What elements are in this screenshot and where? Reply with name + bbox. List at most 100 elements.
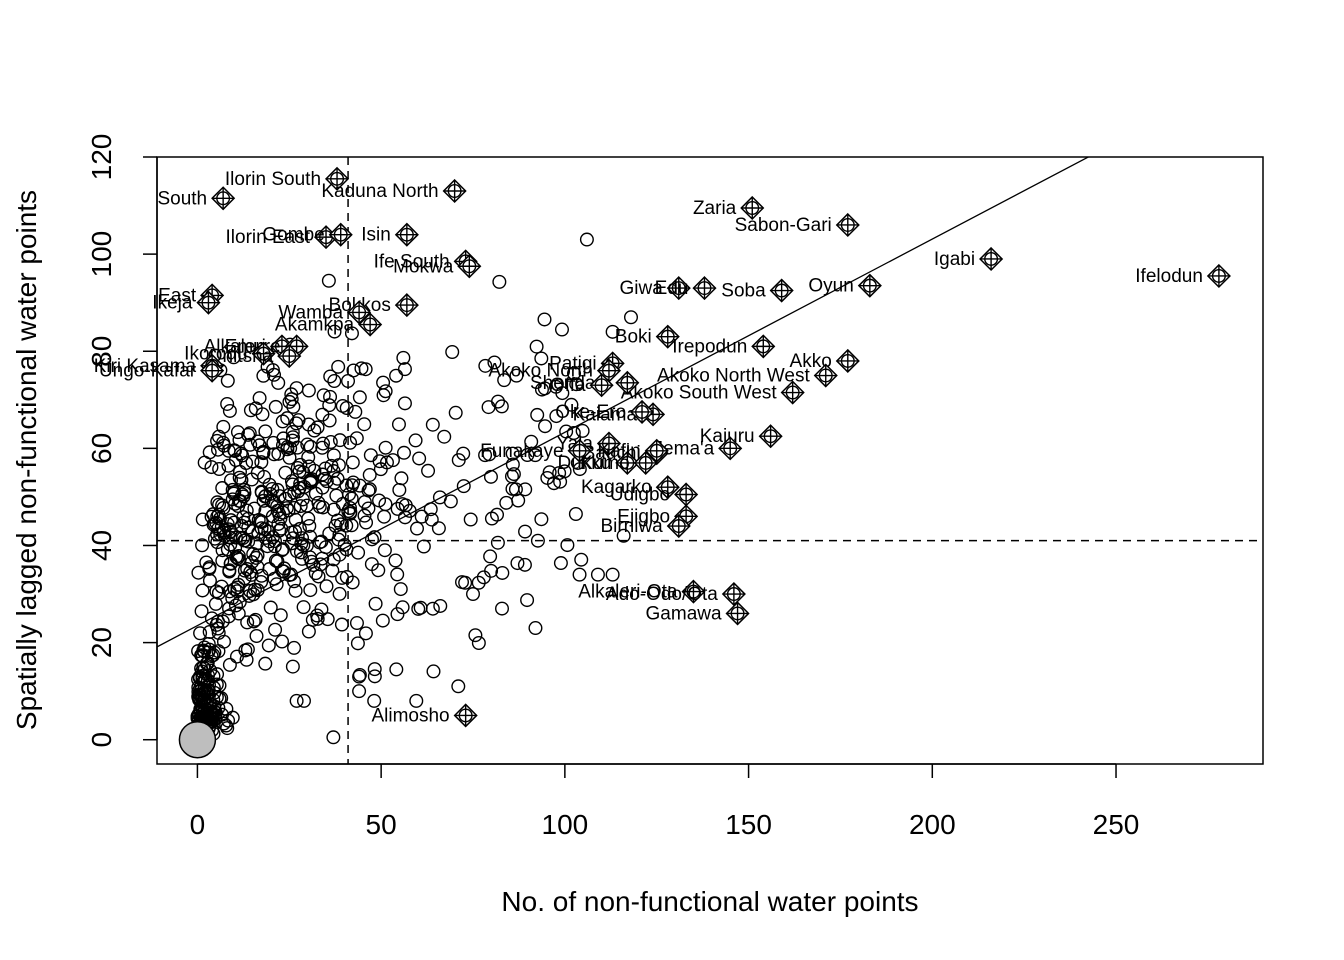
- point-label: Ilorin South: [225, 169, 321, 190]
- data-point: [451, 679, 466, 694]
- data-point: [372, 493, 387, 508]
- influential-point: [251, 341, 276, 366]
- data-point: [421, 463, 436, 478]
- point-label: Dukku: [557, 453, 611, 474]
- data-point: [195, 583, 210, 598]
- data-point: [437, 429, 452, 444]
- data-point: [220, 396, 235, 411]
- data-point: [483, 549, 498, 564]
- data-point: [302, 518, 317, 533]
- data-point: [574, 552, 589, 567]
- data-point: [268, 399, 283, 414]
- y-tick-label: 40: [86, 530, 117, 561]
- data-point: [250, 559, 265, 574]
- data-point: [605, 567, 620, 582]
- data-point: [277, 561, 292, 576]
- data-point: [362, 482, 377, 497]
- data-point: [397, 396, 412, 411]
- influential-point: [567, 438, 592, 463]
- data-point: [537, 312, 552, 327]
- data-point: [288, 512, 303, 527]
- data-point: [275, 634, 290, 649]
- influential-point: [629, 399, 655, 425]
- data-point: [471, 635, 486, 650]
- data-point: [280, 411, 295, 426]
- data-point: [560, 538, 575, 553]
- influential-point: [758, 424, 783, 449]
- data-point: [231, 577, 246, 592]
- point-label: Udigbo: [610, 484, 670, 505]
- influential-point: [857, 273, 882, 298]
- y-tick-label: 80: [86, 336, 117, 367]
- data-point: [216, 716, 231, 731]
- data-point: [471, 575, 486, 590]
- data-point: [492, 274, 507, 289]
- points-layer: [178, 232, 639, 759]
- data-point: [448, 405, 463, 420]
- data-point: [195, 538, 210, 553]
- data-point: [451, 453, 466, 468]
- point-label: Giwa: [619, 278, 663, 299]
- data-point: [357, 508, 372, 523]
- zero-marker: [178, 720, 217, 759]
- data-point: [361, 483, 376, 498]
- data-point: [314, 602, 329, 617]
- data-point: [468, 628, 483, 643]
- influential-point: [633, 450, 658, 475]
- data-point: [193, 688, 208, 703]
- data-point: [537, 381, 552, 396]
- data-point: [553, 556, 568, 571]
- influential-point: [655, 475, 680, 500]
- influential-point: [681, 579, 706, 604]
- data-point: [266, 495, 281, 510]
- data-point: [315, 440, 330, 455]
- data-point: [346, 363, 361, 378]
- influential-point: [835, 348, 860, 374]
- data-point: [285, 430, 300, 445]
- data-point: [549, 409, 564, 424]
- data-point: [211, 442, 226, 457]
- influential-point: [718, 436, 743, 461]
- data-point: [301, 450, 316, 465]
- influential-point: [394, 222, 419, 247]
- data-point: [315, 500, 330, 515]
- data-point: [499, 495, 514, 510]
- influential-point: [835, 212, 860, 238]
- data-point: [343, 435, 358, 450]
- data-point: [352, 669, 367, 684]
- data-point: [572, 567, 587, 582]
- data-point: [554, 322, 569, 337]
- data-point: [364, 557, 379, 572]
- data-point: [331, 359, 346, 374]
- data-point: [254, 568, 269, 583]
- data-point: [210, 621, 225, 636]
- data-point: [232, 464, 247, 479]
- data-point: [564, 397, 579, 412]
- data-point: [368, 596, 383, 611]
- data-point: [510, 556, 525, 571]
- data-point: [484, 563, 499, 578]
- data-point: [350, 636, 365, 651]
- data-point: [274, 543, 289, 558]
- data-point: [416, 539, 431, 554]
- point-label: Sabon-Gari: [735, 215, 832, 236]
- data-point: [334, 617, 349, 632]
- data-point: [367, 662, 382, 677]
- point-label: East: [158, 285, 197, 306]
- data-point: [321, 273, 336, 288]
- regression-line: [157, 157, 1090, 648]
- point-label: Gamawa: [646, 603, 722, 624]
- data-point: [529, 339, 544, 354]
- point-label: Kiri Kasama: [94, 356, 197, 377]
- data-point: [346, 475, 361, 490]
- data-point: [292, 464, 307, 479]
- data-point: [378, 440, 393, 455]
- data-point: [285, 659, 300, 674]
- data-point: [286, 531, 301, 546]
- data-point: [424, 512, 439, 527]
- data-point: [223, 513, 238, 528]
- data-point: [235, 448, 250, 463]
- influential-point: [196, 290, 221, 315]
- y-axis: 0 20 40 60 80 100 120: [86, 134, 158, 748]
- data-point: [390, 567, 405, 582]
